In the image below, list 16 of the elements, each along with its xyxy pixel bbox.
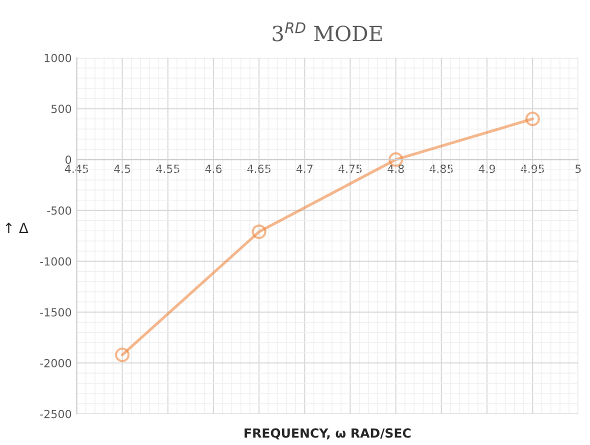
y-tick-label: -2500 <box>40 410 72 418</box>
x-axis-title: FREQUENCY, ω RAD/SEC <box>244 428 411 440</box>
y-tick-label: -1000 <box>40 257 72 266</box>
y-tick-label: 1000 <box>44 54 72 62</box>
x-tick-label: 4.8 <box>388 164 404 174</box>
y-tick-label: 500 <box>51 104 72 114</box>
y-tick-label: -500 <box>47 206 72 215</box>
y-tick-label: 0 <box>66 156 72 164</box>
x-tick-label: 4.6 <box>205 164 222 174</box>
chart-title: 3$^{RD}$ MODE <box>272 22 382 42</box>
x-tick-label: 5 <box>576 164 581 174</box>
x-tick-label: 4.7 <box>296 164 313 173</box>
y-tick-label: -2000 <box>40 358 72 368</box>
y-axis-title: ↑ Δ <box>6 222 28 233</box>
y-tick-label: -1500 <box>40 308 72 317</box>
x-tick-label: 4.5 <box>114 164 130 174</box>
